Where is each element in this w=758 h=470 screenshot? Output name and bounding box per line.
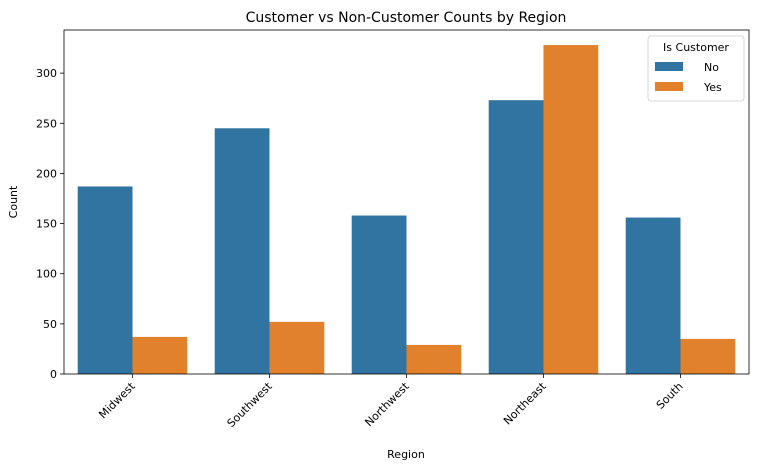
bar-south-yes <box>680 338 736 374</box>
bar-midwest-yes <box>132 336 188 374</box>
y-tick-label-0: 0 <box>50 368 57 381</box>
bars <box>77 45 736 375</box>
legend-label-yes: Yes <box>703 81 722 94</box>
x-tick-label-south: South <box>654 380 686 412</box>
legend-label-no: No <box>704 61 719 74</box>
y-axis-label: Count <box>7 185 20 218</box>
bar-northwest-yes <box>406 344 462 374</box>
bar-northeast-no <box>488 100 544 375</box>
bar-midwest-no <box>77 186 133 374</box>
legend-swatch-yes <box>655 82 683 91</box>
bar-southwest-yes <box>269 321 325 374</box>
plot-frame <box>63 29 750 375</box>
x-axis: Midwest Southwest Northwest Northeast South <box>96 374 686 430</box>
y-axis: 0 50 100 150 200 250 300 <box>36 67 64 381</box>
legend-swatch-no <box>655 62 683 71</box>
x-tick-label-northwest: Northwest <box>362 379 412 429</box>
x-axis-label: Region <box>387 448 425 461</box>
x-tick-label-northeast: Northeast <box>501 379 549 427</box>
x-tick-label-midwest: Midwest <box>96 379 138 421</box>
legend-title: Is Customer <box>663 41 729 54</box>
chart-title: Customer vs Non-Customer Counts by Regio… <box>246 10 567 26</box>
y-tick-label-150: 150 <box>36 218 57 231</box>
bar-south-no <box>625 217 681 374</box>
bar-northeast-yes <box>543 45 599 374</box>
y-tick-label-50: 50 <box>43 318 57 331</box>
bar-northwest-no <box>351 215 407 374</box>
y-tick-label-300: 300 <box>36 67 57 80</box>
y-tick-label-100: 100 <box>36 268 57 281</box>
bar-southwest-no <box>214 128 270 374</box>
legend: Is Customer No Yes <box>647 35 745 102</box>
x-tick-label-southwest: Southwest <box>225 379 276 430</box>
y-tick-label-250: 250 <box>36 117 57 130</box>
y-tick-label-200: 200 <box>36 167 57 180</box>
